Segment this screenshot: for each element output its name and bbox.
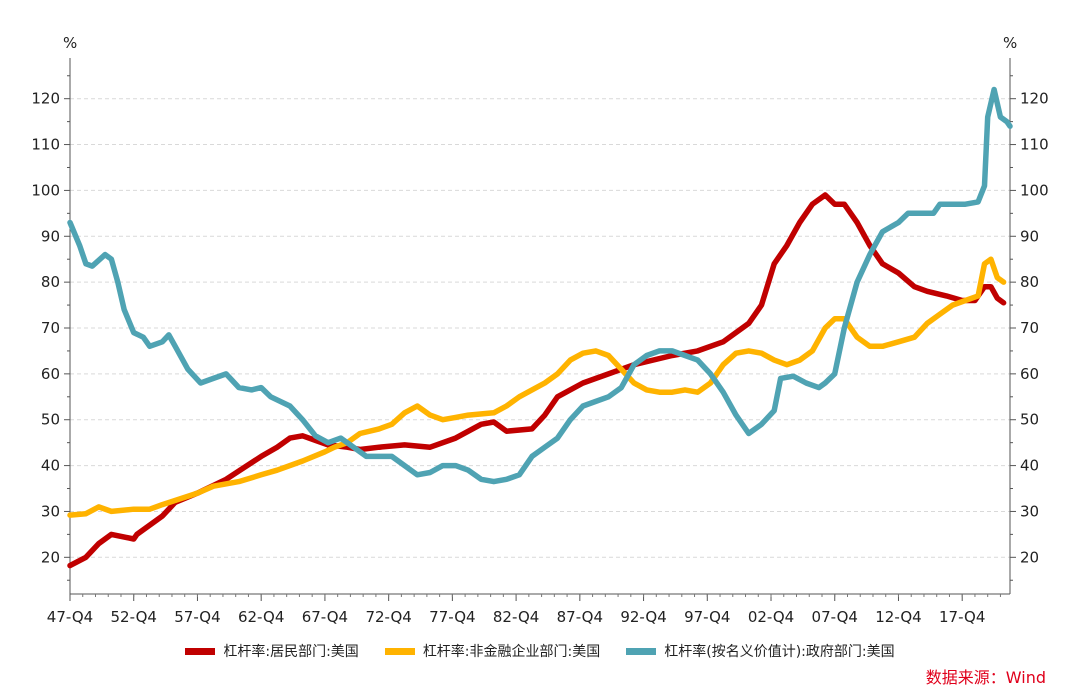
y-tick-label-right: 40 <box>1020 457 1039 475</box>
series-line-household <box>67 192 1007 569</box>
x-tick-label: 52-Q4 <box>111 608 157 626</box>
y-tick-label-right: 50 <box>1020 411 1039 429</box>
y-tick-label-left: 110 <box>31 136 60 154</box>
y-tick-label-right: 60 <box>1020 365 1039 383</box>
x-tick-label: 62-Q4 <box>238 608 284 626</box>
y-tick-label-right: 120 <box>1020 90 1049 108</box>
line-chart: 20 20 30 30 40 40 50 50 60 60 70 70 80 80 90 90 100 100 11… <box>31 34 1049 626</box>
left-unit-label: % <box>63 34 77 52</box>
x-tick-label: 92-Q4 <box>620 608 666 626</box>
y-tick-label-left: 80 <box>41 273 60 291</box>
y-tick-label-left: 60 <box>41 365 60 383</box>
legend-swatch-nonfinancial-corporate <box>384 647 415 655</box>
legend-swatch-household <box>185 647 216 655</box>
series-line-government <box>67 86 1013 485</box>
x-tick-label: 87-Q4 <box>557 608 603 626</box>
y-tick-label-left: 70 <box>41 319 60 337</box>
y-tick-label-left: 120 <box>31 90 60 108</box>
x-tick-label: 77-Q4 <box>429 608 475 626</box>
x-tick-label: 97-Q4 <box>684 608 730 626</box>
legend-item-government: 杠杆率(按名义价值计):政府部门:美国 <box>626 641 895 661</box>
x-tick-label: 02-Q4 <box>748 608 794 626</box>
y-tick-label-right: 110 <box>1020 136 1049 154</box>
legend-item-nonfinancial-corporate: 杠杆率:非金融企业部门:美国 <box>384 641 601 661</box>
y-tick-label-left: 100 <box>31 181 60 199</box>
y-tick-label-left: 50 <box>41 411 60 429</box>
legend-label-household: 杠杆率:居民部门:美国 <box>223 644 359 660</box>
x-tick-label: 57-Q4 <box>174 608 220 626</box>
y-tick-label-right: 90 <box>1020 227 1039 245</box>
y-tick-label-right: 20 <box>1020 548 1039 566</box>
y-tick-label-right: 70 <box>1020 319 1039 337</box>
y-tick-label-left: 90 <box>41 227 60 245</box>
y-tick-label-right: 100 <box>1020 181 1049 199</box>
y-tick-label-left: 20 <box>41 548 60 566</box>
series-lines <box>67 86 1013 569</box>
legend-item-household: 杠杆率:居民部门:美国 <box>185 641 359 661</box>
x-tick-label: 12-Q4 <box>875 608 921 626</box>
x-tick-label: 17-Q4 <box>939 608 985 626</box>
x-tick-label: 47-Q4 <box>47 608 93 626</box>
y-tick-label-left: 30 <box>41 502 60 520</box>
right-unit-label: % <box>1003 34 1017 52</box>
axes: 20 20 30 30 40 40 50 50 60 60 70 70 80 80 90 90 100 100 11… <box>31 58 1049 626</box>
y-tick-label-left: 40 <box>41 457 60 475</box>
x-tick-label: 82-Q4 <box>493 608 539 626</box>
legend-label-government: 杠杆率(按名义价值计):政府部门:美国 <box>664 644 895 660</box>
legend-swatch-government <box>626 647 657 655</box>
legend-label-nonfinancial-corporate: 杠杆率:非金融企业部门:美国 <box>422 644 601 660</box>
x-tick-label: 07-Q4 <box>812 608 858 626</box>
source-note: 数据来源：Wind <box>925 668 1046 687</box>
x-tick-label: 72-Q4 <box>365 608 411 626</box>
x-tick-label: 67-Q4 <box>302 608 348 626</box>
series-line-nonfinancial-corporate <box>67 256 1007 518</box>
y-tick-label-right: 80 <box>1020 273 1039 291</box>
y-tick-label-right: 30 <box>1020 502 1039 520</box>
legend: 杠杆率:居民部门:美国 杠杆率:非金融企业部门:美国 杠杆率(按名义价值计):政… <box>0 641 1080 661</box>
